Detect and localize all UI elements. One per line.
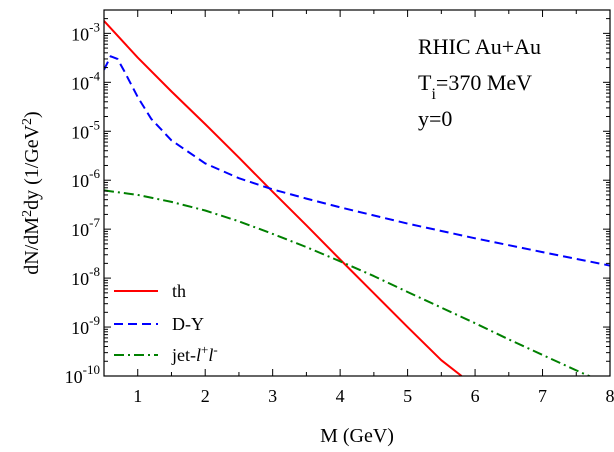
y-tick-label: 10-7 — [71, 215, 100, 240]
annotation-collision: RHIC Au+Au — [418, 34, 541, 59]
x-tick-label: 3 — [268, 386, 277, 406]
x-tick-label: 2 — [201, 386, 210, 406]
x-tick-label: 4 — [336, 386, 345, 406]
annotation-rapidity: y=0 — [418, 106, 452, 131]
series-line-2 — [104, 189, 592, 376]
x-axis-title: M (GeV) — [320, 425, 394, 447]
x-tick-label: 8 — [606, 386, 614, 406]
x-tick-label: 7 — [538, 386, 547, 406]
legend: th D-Y jet-l+l- — [114, 281, 218, 365]
y-tick-label: 10-6 — [71, 166, 100, 191]
y-tick-label: 10-4 — [71, 68, 100, 93]
annotation-temperature: Ti=370 MeV — [418, 70, 532, 103]
plot-frame — [103, 9, 611, 377]
y-tick-label: 10-9 — [71, 313, 100, 338]
legend-label-jet: jet-l+l- — [171, 342, 218, 366]
legend-label-th: th — [172, 281, 186, 301]
y-tick-label: 10-8 — [71, 264, 100, 289]
x-tick-label: 6 — [471, 386, 480, 406]
series-line-1 — [104, 55, 610, 267]
y-tick-label: 10-3 — [71, 19, 100, 44]
y-tick-label: 10-5 — [71, 117, 100, 142]
series-line-0 — [104, 20, 463, 376]
x-tick-label: 5 — [403, 386, 412, 406]
x-tick-label: 1 — [133, 386, 142, 406]
y-axis-title: dN/dM2dy (1/GeV2) — [20, 111, 44, 274]
y-tick-label: 10-10 — [65, 362, 100, 387]
legend-label-dy: D-Y — [172, 314, 204, 334]
